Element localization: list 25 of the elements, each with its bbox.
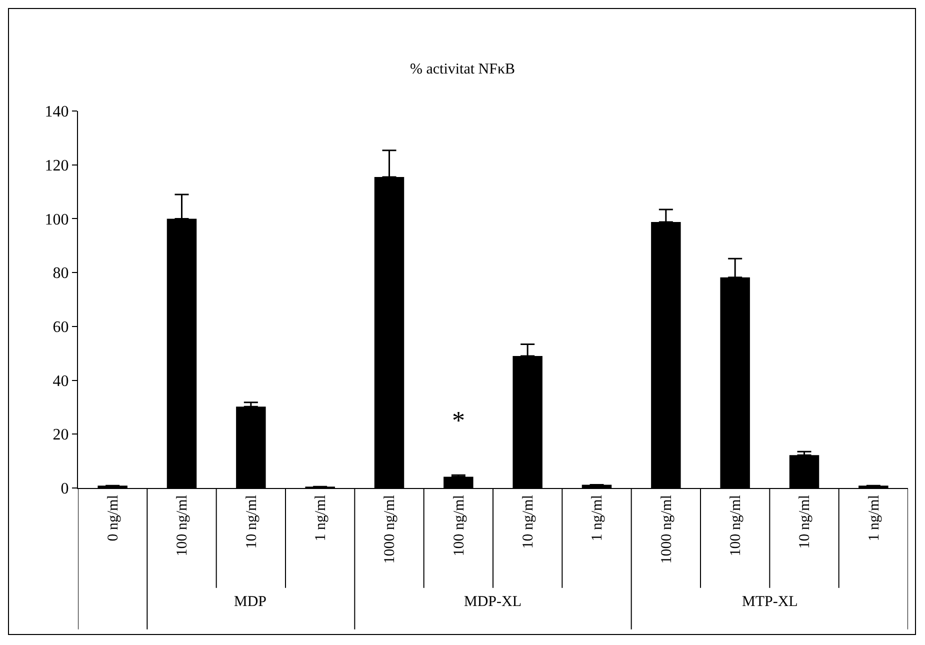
x-tick-label: 100 ng/ml	[728, 495, 744, 556]
annotation: *	[452, 406, 465, 435]
y-tick-label: 140	[44, 104, 69, 121]
x-tick-label: 100 ng/ml	[451, 495, 468, 556]
y-tick-label: 0	[60, 480, 69, 498]
chart-title: % activitat NFκB	[410, 61, 516, 78]
x-tick-label: 1 ng/ml	[590, 495, 606, 542]
y-tick-label: 20	[52, 426, 69, 444]
text: MDP	[234, 594, 267, 610]
x-tick-label: 1 ng/ml	[312, 495, 329, 542]
y-tick-label: 60	[52, 319, 69, 336]
y-tick-label: 120	[44, 157, 69, 174]
y-tick-label: 80	[52, 265, 69, 282]
x-tick-label: 10 ng/ml	[520, 495, 536, 549]
y-tick-label: 100	[44, 211, 69, 228]
x-tick-label: 10 ng/ml	[244, 495, 260, 549]
x-tick-label: 0 ng/ml	[105, 495, 122, 542]
text: MTP-XL	[742, 594, 798, 610]
x-tick-label: 1000 ng/ml	[382, 495, 398, 564]
x-tick-label: 100 ng/ml	[174, 495, 191, 556]
x-tick-label: 10 ng/ml	[797, 495, 814, 549]
text: MDP-XL	[464, 594, 522, 610]
x-tick-label: 1000 ng/ml	[658, 495, 675, 564]
y-tick-label: 40	[52, 372, 69, 390]
x-tick-label: 1 ng/ml	[866, 495, 882, 542]
